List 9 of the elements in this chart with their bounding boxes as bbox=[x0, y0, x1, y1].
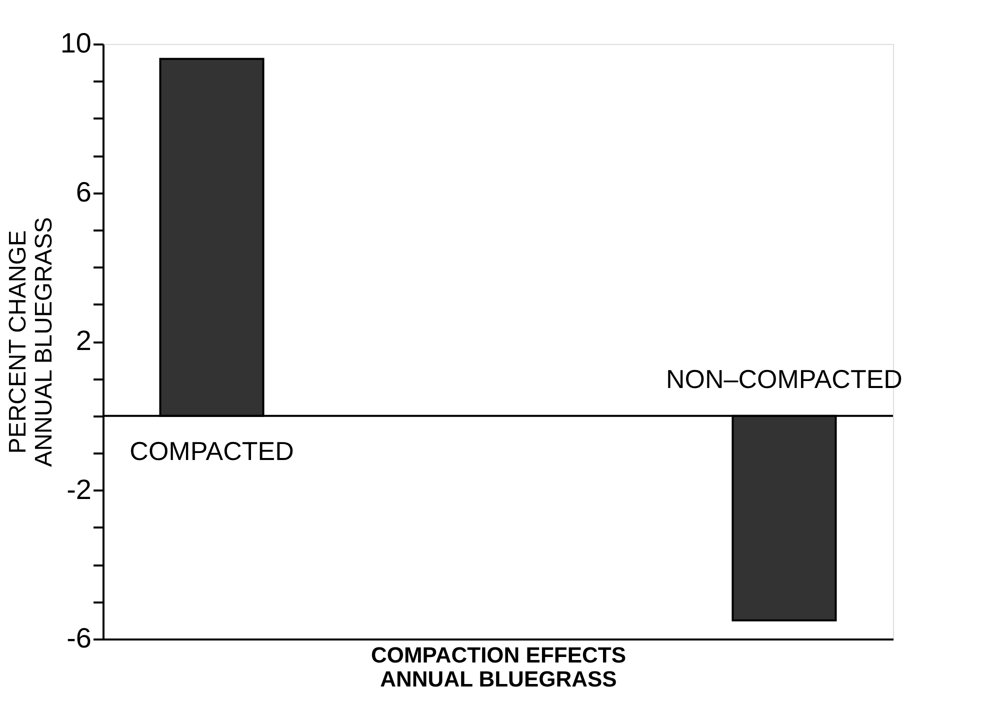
y-tick-label: 6 bbox=[76, 176, 92, 208]
x-tick-label: COMPACTED bbox=[130, 436, 294, 466]
y-tick-label: -2 bbox=[66, 474, 92, 505]
y-axis-title: PERCENT CHANGE ANNUAL BLUEGRASS bbox=[4, 217, 58, 467]
y-tick-label: 10 bbox=[60, 28, 92, 58]
x-axis-title: COMPACTION EFFECTS ANNUAL BLUEGRASS bbox=[370, 642, 626, 692]
y-tick-label: -6 bbox=[66, 622, 92, 654]
y-tick-label: 2 bbox=[76, 325, 92, 356]
x-tick-label: NON–COMPACTED bbox=[666, 364, 902, 394]
